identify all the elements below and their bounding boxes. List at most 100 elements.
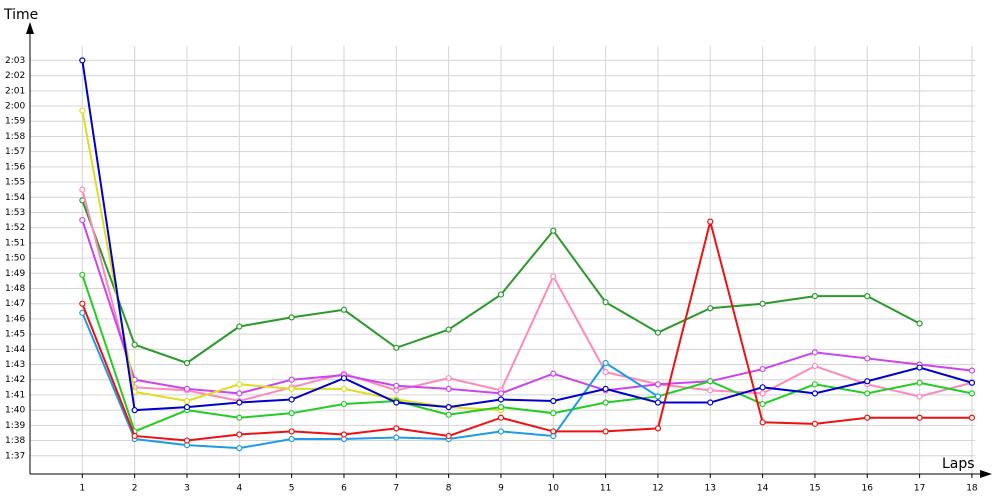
y-tick-label: 1:58 (5, 132, 25, 142)
data-point (288, 376, 295, 383)
data-point (550, 410, 557, 417)
x-tick-label: 7 (393, 484, 399, 494)
x-tick-label: 16 (862, 484, 874, 494)
data-point (183, 437, 191, 444)
series-line (81, 189, 973, 403)
x-axis-title: Laps (942, 456, 975, 472)
y-tick-label: 1:51 (5, 238, 25, 248)
data-point (811, 362, 819, 370)
data-point (288, 428, 295, 435)
data-point (79, 271, 86, 278)
y-tick-label: 1:53 (5, 208, 25, 218)
data-point (236, 381, 243, 388)
data-point (340, 431, 348, 438)
data-point (654, 393, 662, 400)
x-tick-label: 14 (757, 484, 769, 494)
data-point (79, 300, 86, 307)
y-tick-label: 1:44 (5, 345, 25, 355)
data-point (393, 344, 400, 351)
data-point (968, 414, 976, 421)
x-tick-label: 4 (236, 484, 242, 494)
data-point (445, 411, 452, 418)
data-point (916, 320, 923, 327)
data-point (707, 399, 714, 406)
data-point (340, 400, 348, 408)
data-point (288, 410, 295, 417)
data-point (183, 403, 191, 411)
x-axis-arrow (980, 470, 992, 478)
data-point (288, 385, 295, 392)
data-point (79, 107, 86, 114)
y-tick-label: 1:47 (5, 299, 25, 309)
y-tick-label: 1:37 (5, 451, 25, 461)
data-point (654, 399, 662, 406)
data-point (550, 370, 557, 377)
series-line (81, 60, 973, 412)
data-point (236, 445, 243, 452)
x-tick-label: 5 (289, 484, 295, 494)
data-point (236, 414, 243, 421)
data-point (131, 432, 138, 440)
y-tick-label: 1:50 (5, 254, 25, 264)
data-point (340, 306, 348, 313)
data-point (654, 381, 662, 388)
data-point (393, 399, 400, 406)
x-tick-label: 10 (548, 484, 560, 494)
data-point (759, 419, 766, 426)
data-point (445, 375, 452, 382)
data-point (916, 364, 923, 371)
data-point (236, 390, 243, 397)
data-point (759, 384, 766, 391)
y-tick-label: 1:55 (5, 178, 25, 188)
y-axis-arrow (26, 22, 34, 34)
data-point (79, 57, 86, 64)
data-point (79, 309, 86, 316)
data-point (288, 435, 295, 443)
data-point (811, 292, 819, 300)
data-point (497, 428, 505, 435)
y-tick-label: 2:02 (5, 71, 25, 81)
data-point (340, 385, 348, 392)
data-point (968, 379, 976, 386)
y-tick-label: 2:00 (5, 102, 25, 112)
y-tick-label: 1:38 (5, 436, 25, 446)
data-point (916, 414, 923, 421)
data-point (864, 292, 871, 300)
data-point (602, 299, 609, 306)
x-tick-label: 3 (184, 484, 190, 494)
y-tick-label: 1:52 (5, 223, 25, 233)
data-point (550, 397, 557, 405)
data-point (968, 390, 976, 397)
data-point (79, 216, 86, 224)
x-tick-label: 18 (966, 484, 978, 494)
x-tick-label: 13 (705, 484, 716, 494)
y-tick-label: 1:43 (5, 360, 25, 370)
series-line (81, 274, 973, 433)
data-point (864, 355, 871, 362)
series-line (81, 219, 973, 395)
data-point (236, 323, 243, 330)
data-point (654, 329, 662, 336)
data-point (445, 403, 452, 411)
data-point (759, 300, 766, 307)
series-line (81, 312, 659, 450)
data-point (183, 359, 191, 367)
x-tick-label: 11 (600, 484, 611, 494)
data-point (236, 399, 243, 406)
data-point (288, 396, 295, 403)
data-point (445, 385, 452, 392)
data-point (707, 218, 714, 225)
y-tick-label: 1:45 (5, 330, 25, 340)
y-tick-label: 1:56 (5, 162, 25, 172)
data-point (811, 381, 819, 388)
y-axis-title: Time (3, 7, 38, 23)
data-point (602, 369, 609, 376)
data-point (497, 396, 505, 403)
x-tick-label: 8 (446, 484, 452, 494)
data-point (707, 378, 714, 385)
data-point (654, 425, 662, 432)
data-point (707, 387, 714, 394)
data-point (864, 390, 871, 397)
x-tick-label: 1 (79, 484, 85, 494)
